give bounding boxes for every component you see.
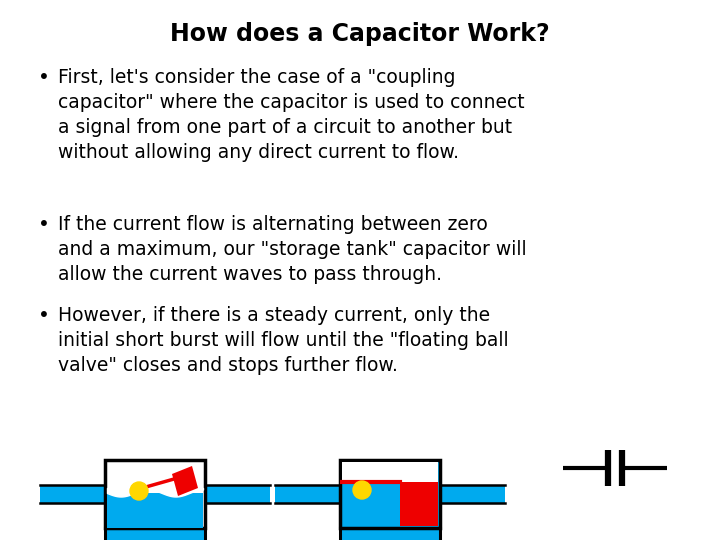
- Text: •: •: [38, 215, 50, 234]
- Bar: [205, 485, 270, 503]
- Circle shape: [353, 481, 371, 499]
- Bar: [440, 485, 505, 503]
- Bar: [400, 482, 438, 526]
- Text: How does a Capacitor Work?: How does a Capacitor Work?: [170, 22, 550, 46]
- Bar: [105, 528, 205, 540]
- Text: If the current flow is alternating between zero
and a maximum, our "storage tank: If the current flow is alternating betwe…: [58, 215, 526, 284]
- Bar: [105, 460, 205, 528]
- Bar: [340, 528, 440, 540]
- Bar: [342, 462, 438, 482]
- Bar: [107, 493, 203, 528]
- Circle shape: [130, 482, 148, 500]
- Bar: [275, 485, 340, 503]
- Text: However, if there is a steady current, only the
initial short burst will flow un: However, if there is a steady current, o…: [58, 306, 508, 375]
- Text: First, let's consider the case of a "coupling
capacitor" where the capacitor is : First, let's consider the case of a "cou…: [58, 68, 525, 162]
- Text: •: •: [38, 306, 50, 325]
- Bar: [40, 485, 105, 503]
- Polygon shape: [172, 466, 198, 496]
- Bar: [340, 460, 440, 528]
- Text: •: •: [38, 68, 50, 87]
